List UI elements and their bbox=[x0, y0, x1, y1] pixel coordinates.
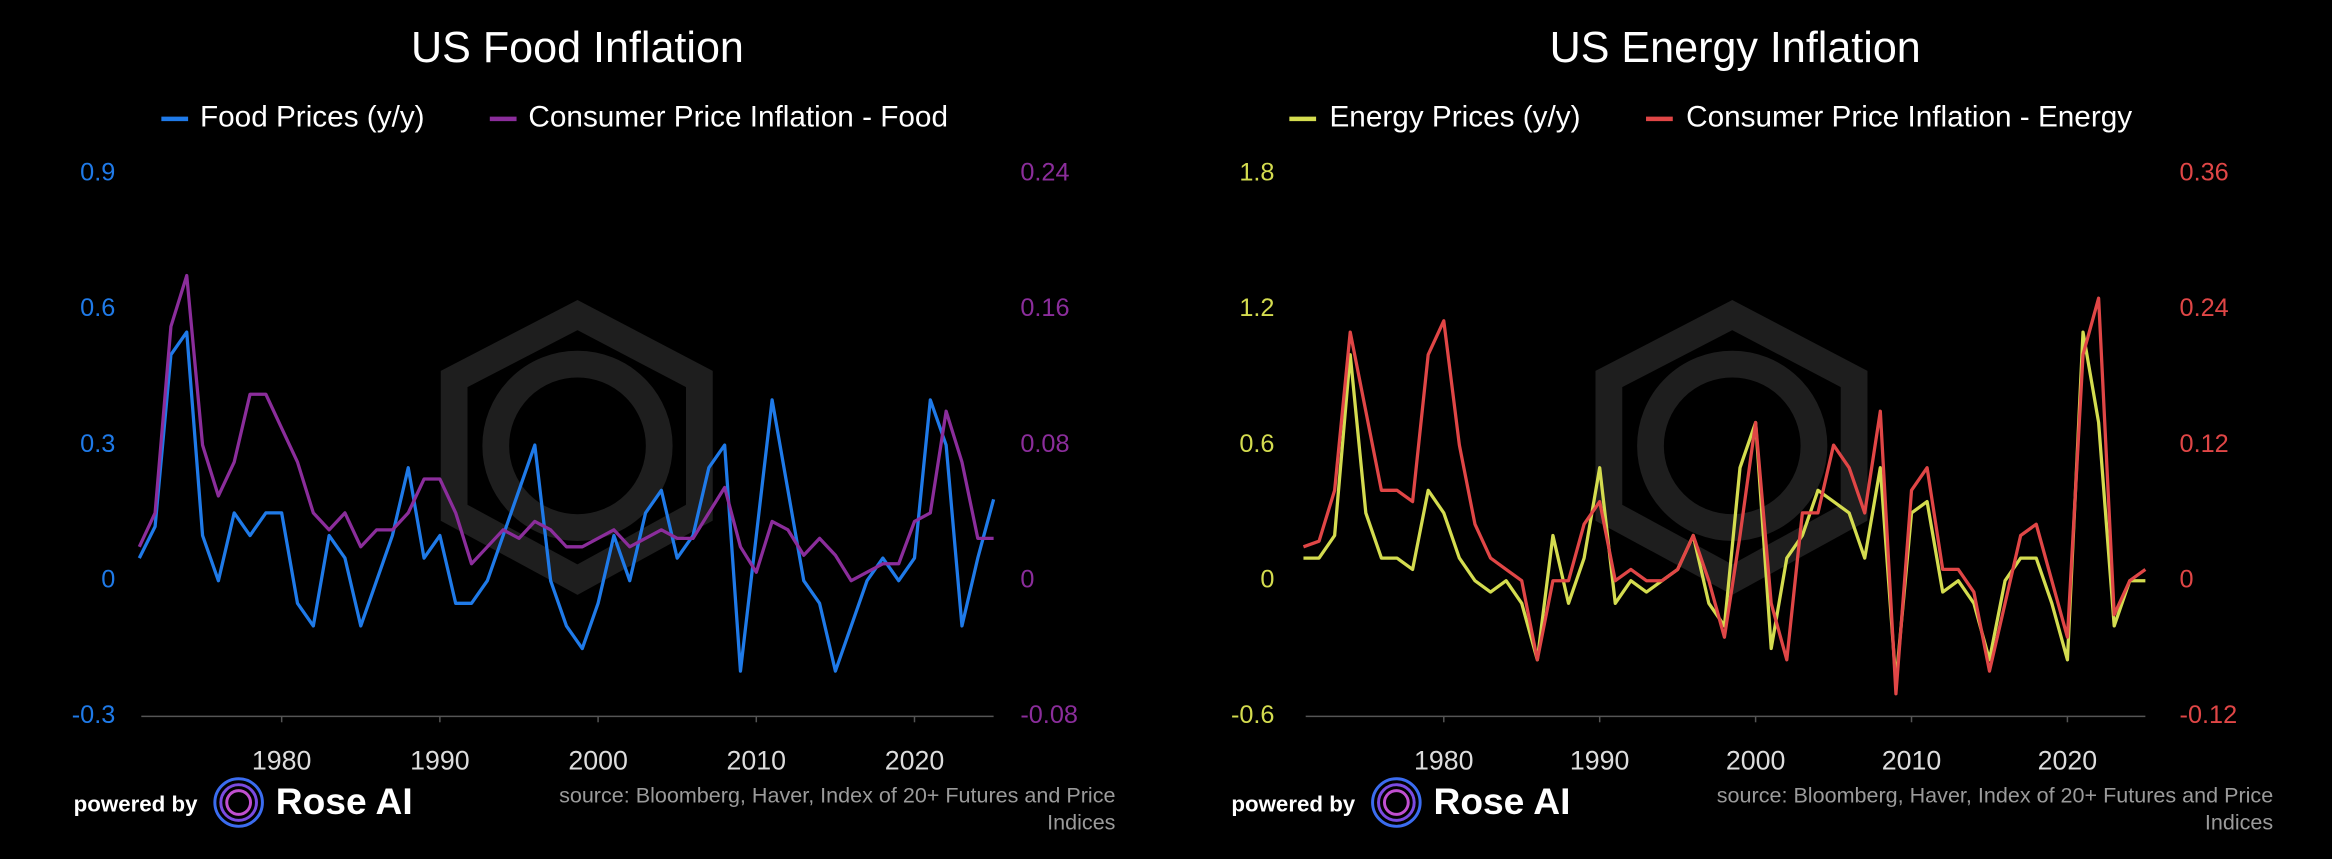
logo-ring bbox=[1382, 789, 1410, 816]
y2-tick-label: 0 bbox=[2180, 565, 2194, 593]
y2-tick-label: -0.08 bbox=[1020, 701, 1078, 729]
y2-tick-label: 0.12 bbox=[2180, 430, 2229, 458]
brand-name: Rose AI bbox=[1434, 780, 1571, 822]
y2-tick-label: 0.36 bbox=[2180, 159, 2229, 187]
y2-tick-label: 0.24 bbox=[2180, 294, 2229, 322]
legend-label: Consumer Price Inflation - Energy bbox=[1686, 101, 2132, 134]
x-tick-label: 2020 bbox=[885, 745, 945, 775]
legend-label: Energy Prices (y/y) bbox=[1329, 101, 1580, 134]
x-tick-label: 2010 bbox=[1882, 745, 1942, 775]
y-tick-label: 0 bbox=[101, 565, 115, 593]
chart-title: US Food Inflation bbox=[411, 24, 744, 72]
y2-tick-label: -0.12 bbox=[2180, 701, 2238, 729]
legend-label: Food Prices (y/y) bbox=[200, 101, 425, 134]
series-line bbox=[137, 273, 994, 583]
y-tick-label: 0.6 bbox=[80, 294, 115, 322]
y-tick-label: 0 bbox=[1260, 565, 1274, 593]
powered-by: powered by bbox=[1231, 791, 1355, 816]
legend-label: Consumer Price Inflation - Food bbox=[528, 101, 948, 134]
x-tick-label: 1980 bbox=[1414, 745, 1474, 775]
logo-ring bbox=[213, 777, 264, 828]
y-tick-label: 1.8 bbox=[1239, 159, 1274, 187]
brand-name: Rose AI bbox=[276, 780, 413, 822]
y-tick-label: 1.2 bbox=[1239, 294, 1274, 322]
x-tick-label: 2010 bbox=[727, 745, 787, 775]
y-tick-label: -0.6 bbox=[1231, 701, 1275, 729]
chart-title: US Energy Inflation bbox=[1550, 24, 1921, 72]
source-note: source: Bloomberg, Haver, Index of 20+ F… bbox=[559, 784, 1116, 836]
brand-logo bbox=[213, 777, 264, 828]
logo-ring bbox=[219, 783, 258, 822]
source-box: source: Bloomberg, Haver, Index of 20+ F… bbox=[559, 784, 1116, 836]
y2-tick-label: 0 bbox=[1020, 565, 1034, 593]
powered-by: powered by bbox=[74, 791, 198, 816]
y-tick-label: 0.3 bbox=[80, 430, 115, 458]
source-box: source: Bloomberg, Haver, Index of 20+ F… bbox=[1716, 784, 2274, 836]
y-tick-label: -0.3 bbox=[72, 701, 116, 729]
y-tick-label: 0.9 bbox=[80, 159, 115, 187]
x-tick-label: 2000 bbox=[568, 745, 628, 775]
x-tick-label: 1990 bbox=[1570, 745, 1630, 775]
source-note: source: Bloomberg, Haver, Index of 20+ F… bbox=[1716, 784, 2274, 836]
logo-ring bbox=[225, 789, 253, 816]
y2-tick-label: 0.08 bbox=[1020, 430, 1069, 458]
y-tick-label: 0.6 bbox=[1239, 430, 1274, 458]
series-line bbox=[137, 330, 996, 673]
x-tick-label: 2020 bbox=[2038, 745, 2098, 775]
series-line bbox=[1303, 330, 2146, 685]
brand-logo bbox=[1371, 777, 1422, 828]
x-tick-label: 2000 bbox=[1726, 745, 1786, 775]
y2-tick-label: 0.16 bbox=[1020, 294, 1069, 322]
x-tick-label: 1980 bbox=[252, 745, 312, 775]
series-line bbox=[1302, 296, 2147, 696]
logo-ring bbox=[1371, 777, 1422, 828]
logo-ring bbox=[1377, 783, 1416, 822]
y2-tick-label: 0.24 bbox=[1020, 159, 1069, 187]
x-tick-label: 1990 bbox=[410, 745, 470, 775]
